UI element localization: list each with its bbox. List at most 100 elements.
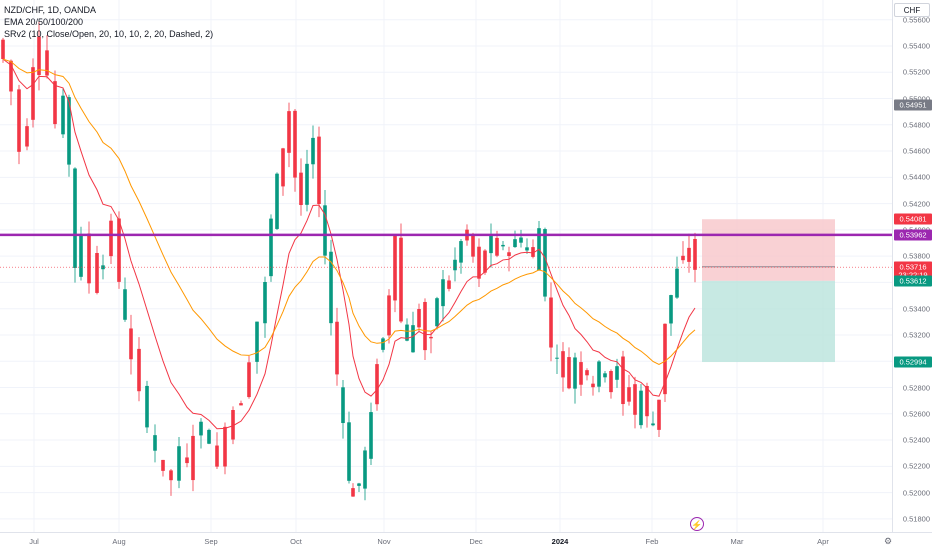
candle-body <box>525 247 529 251</box>
chart-pane[interactable]: NZD/CHF, 1D, OANDA EMA 20/50/100/200 SRv… <box>0 0 892 532</box>
ema-fast-line <box>2 58 696 430</box>
srv-legend[interactable]: SRv2 (10, Close/Open, 20, 10, 10, 2, 20,… <box>4 29 214 39</box>
stop-zone <box>702 219 835 281</box>
symbol-legend[interactable]: NZD/CHF, 1D, OANDA <box>4 5 97 15</box>
candle-body <box>441 279 445 307</box>
time-tick-label: Mar <box>730 537 744 546</box>
candle-body <box>95 252 99 293</box>
candle-body <box>191 435 195 481</box>
candle-body <box>555 357 559 359</box>
candle-body <box>693 238 697 270</box>
candle-body <box>657 399 661 430</box>
candle-body <box>73 168 77 268</box>
candle-body <box>247 362 251 398</box>
candle-body <box>79 234 83 277</box>
candle-body <box>579 362 583 385</box>
candle-body <box>275 173 279 229</box>
candle-body <box>513 239 517 248</box>
time-tick-label: Feb <box>645 537 659 546</box>
candle-body <box>519 237 523 243</box>
price-axis[interactable]: 0.55600 0.55400 0.55200 0.55000 0.54800 0.546… <box>892 0 932 532</box>
ema-legend[interactable]: EMA 20/50/100/200 <box>4 17 84 27</box>
chart-legend: NZD/CHF, 1D, OANDA EMA 20/50/100/200 SRv… <box>4 4 213 40</box>
price-tick-label: 0.52800 <box>902 383 930 392</box>
candle-body <box>293 110 297 178</box>
candle-body <box>423 301 427 351</box>
candle-body <box>381 338 385 350</box>
candle-body <box>489 235 493 254</box>
price-tick-label: 0.52000 <box>902 488 930 498</box>
candle-body <box>369 412 373 459</box>
candle-body <box>405 324 409 341</box>
candle-body <box>123 289 127 320</box>
candle-body <box>603 373 607 378</box>
candle-body <box>675 268 679 298</box>
time-tick-label: Nov <box>377 537 391 546</box>
currency-button[interactable]: CHF <box>894 3 930 17</box>
candle-body <box>393 234 397 301</box>
price-tag: 0.53612 <box>894 275 932 287</box>
candle-body <box>663 323 667 395</box>
candle-body <box>61 95 65 135</box>
candle-body <box>567 357 571 389</box>
candle-body <box>591 383 595 388</box>
candle-body <box>137 348 141 392</box>
candle-body <box>215 445 219 467</box>
candlestick-chart[interactable] <box>0 0 892 532</box>
candle-body <box>609 371 613 393</box>
price-tag: 0.54081 <box>894 213 932 225</box>
candle-body <box>477 246 481 279</box>
candle-body <box>177 446 181 481</box>
price-tick-label: 0.54800 <box>902 120 930 130</box>
candle-body <box>669 295 673 324</box>
candle-body <box>357 483 361 486</box>
candle-body <box>129 328 133 360</box>
candle-body <box>507 252 511 256</box>
price-tick-label: 0.54400 <box>902 172 930 182</box>
candle-body <box>109 220 113 257</box>
candle-body <box>585 370 589 376</box>
candle-body <box>207 429 211 444</box>
target-zone <box>702 280 835 363</box>
candle-body <box>681 255 685 261</box>
candle-body <box>317 136 321 204</box>
candle-body <box>329 251 333 324</box>
candle-body <box>323 205 327 256</box>
candle-body <box>199 421 203 436</box>
candle-body <box>363 450 367 489</box>
price-tick-label: 0.54200 <box>902 199 930 209</box>
candle-body <box>483 250 487 273</box>
lightning-icon[interactable]: ⚡ <box>690 517 704 531</box>
candle-body <box>621 356 625 405</box>
candle-body <box>281 148 285 187</box>
candle-body <box>287 111 291 153</box>
price-tick-label: 0.52600 <box>902 409 930 419</box>
candle-body <box>447 280 451 289</box>
candle-body <box>145 385 149 428</box>
candle-body <box>223 426 227 467</box>
time-tick-label: Oct <box>290 537 302 546</box>
candle-body <box>347 422 351 481</box>
candle-body <box>161 459 165 471</box>
price-tick-label: 0.55600 <box>902 15 930 25</box>
time-tick-label: 2024 <box>551 537 569 546</box>
candle-body <box>239 403 243 406</box>
candle-body <box>351 488 355 497</box>
candle-body <box>687 247 691 262</box>
candle-body <box>435 298 439 327</box>
candle-body <box>633 384 637 415</box>
candle-body <box>341 387 345 424</box>
time-tick-label: Jul <box>29 537 39 546</box>
price-tag: 0.52994 <box>894 356 932 368</box>
candle-body <box>185 457 189 464</box>
candle-body <box>417 309 421 328</box>
time-tick-label: Apr <box>817 537 829 546</box>
candle-body <box>17 89 21 152</box>
candle-body <box>399 237 403 322</box>
candle-body <box>169 470 173 481</box>
time-axis[interactable]: ⚙ Jul Aug Sep Oct Nov Dec 2024 Feb Mar Apr <box>0 532 932 551</box>
settings-icon[interactable]: ⚙ <box>884 536 893 546</box>
price-tick-label: 0.54600 <box>902 146 930 156</box>
time-tick-label: Aug <box>112 537 126 546</box>
candle-body <box>597 361 601 387</box>
